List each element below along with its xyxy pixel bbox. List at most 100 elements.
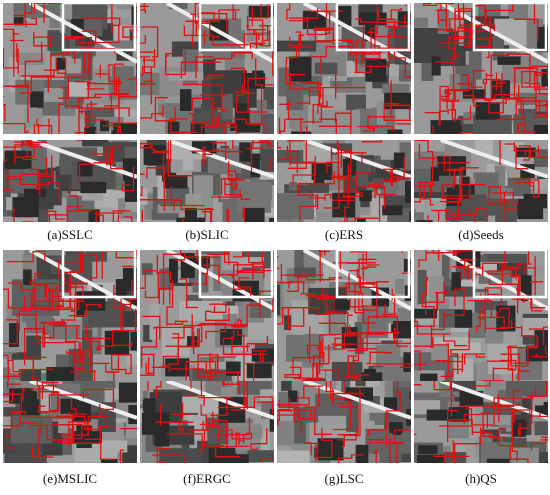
dark-patch	[403, 258, 411, 272]
superpixel-boundary	[140, 105, 164, 119]
superpixel-boundary	[18, 293, 32, 331]
superpixel-boundary	[36, 381, 60, 395]
dark-patch	[269, 217, 274, 222]
overview-image	[414, 250, 548, 381]
superpixel-boundary	[65, 350, 85, 373]
dark-patch	[537, 27, 548, 53]
image-patch	[277, 284, 281, 316]
superpixel-boundary	[382, 288, 396, 316]
superpixel-boundary	[501, 266, 522, 285]
superpixel-boundary	[86, 100, 98, 115]
image-patch	[506, 381, 548, 397]
dark-patch	[163, 175, 188, 189]
superpixel-boundary	[382, 168, 397, 186]
superpixel-boundary	[499, 307, 510, 330]
image-patch	[483, 394, 492, 409]
superpixel-boundary	[48, 394, 90, 412]
superpixel-boundary	[56, 283, 73, 309]
superpixel-boundary	[140, 143, 156, 151]
image-patch	[20, 369, 42, 381]
superpixel-boundary	[234, 77, 267, 112]
image-patch	[221, 93, 233, 120]
superpixel-boundary	[312, 341, 325, 362]
overview-image	[277, 3, 411, 134]
superpixel-boundary	[300, 117, 302, 134]
image-patch	[284, 305, 296, 331]
superpixel-boundary	[310, 55, 326, 75]
superpixel-boundary	[198, 396, 233, 415]
superpixel-boundary	[242, 206, 246, 222]
image-patch	[179, 300, 223, 321]
superpixel-boundary	[373, 183, 396, 222]
overview-image	[3, 250, 137, 381]
superpixel-boundary	[514, 18, 539, 42]
image-patch	[224, 426, 263, 438]
superpixel-boundary	[497, 394, 531, 429]
superpixel-boundary	[3, 122, 29, 133]
superpixel-boundary	[251, 263, 265, 279]
superpixel-boundary	[245, 381, 248, 410]
superpixel-boundary	[76, 107, 130, 117]
superpixel-boundary	[396, 381, 400, 396]
superpixel-boundary	[109, 3, 115, 5]
image-patch	[3, 381, 15, 398]
image-patch	[105, 367, 117, 381]
superpixel-boundary	[153, 326, 194, 330]
image-patch	[382, 83, 410, 94]
superpixel-boundary	[425, 250, 456, 254]
superpixel-boundary	[195, 19, 210, 36]
superpixel-boundary	[12, 411, 60, 419]
image-patch	[94, 40, 133, 50]
image-patch	[345, 311, 357, 334]
superpixel-boundary	[182, 83, 223, 102]
image-patch	[151, 209, 179, 220]
dark-patch	[84, 126, 97, 134]
dark-patch	[317, 438, 344, 461]
image-patch	[481, 433, 493, 449]
superpixel-boundary	[431, 209, 467, 222]
superpixel-boundary	[66, 205, 93, 222]
dark-patch	[13, 17, 24, 26]
superpixel-boundary	[212, 142, 227, 161]
superpixel-boundary	[22, 388, 25, 401]
superpixel-boundary	[346, 314, 368, 352]
superpixel-boundary	[297, 182, 319, 210]
superpixel-boundary	[108, 371, 115, 381]
dark-patch	[403, 352, 411, 372]
superpixel-boundary	[425, 276, 429, 296]
overview-image	[3, 3, 137, 134]
caption: (a)SSLC	[47, 227, 93, 242]
superpixel-boundary	[450, 381, 455, 417]
superpixel-boundary	[336, 428, 357, 441]
image-patch	[454, 358, 474, 381]
image-patch	[40, 390, 51, 412]
superpixel-boundary	[30, 385, 41, 401]
superpixel-boundary	[179, 278, 199, 309]
superpixel-boundary	[31, 427, 54, 458]
superpixel-boundary	[194, 3, 208, 24]
superpixel-boundary	[378, 47, 411, 57]
superpixel-boundary	[37, 118, 50, 134]
dark-patch	[72, 431, 102, 443]
superpixel-boundary	[515, 100, 548, 118]
superpixel-boundary	[199, 414, 228, 426]
superpixel-boundary	[471, 381, 491, 387]
superpixel-boundary	[141, 49, 156, 77]
dark-patch	[136, 58, 137, 81]
image-patch	[294, 267, 316, 278]
superpixel-boundary	[222, 381, 241, 385]
image-patch	[85, 109, 95, 134]
zoom-image	[277, 140, 411, 222]
superpixel-boundary	[448, 419, 493, 426]
dark-patch	[436, 125, 463, 134]
superpixel-boundary	[301, 344, 330, 381]
zoom-image	[277, 381, 411, 463]
superpixel-boundary	[286, 3, 291, 21]
superpixel-boundary	[490, 54, 510, 86]
superpixel-boundary	[146, 167, 166, 211]
dark-patch	[24, 188, 47, 198]
superpixel-boundary	[173, 199, 215, 211]
superpixel-boundary	[528, 326, 548, 346]
caption: (e)MSLIC	[43, 471, 97, 486]
image-patch	[421, 61, 434, 82]
